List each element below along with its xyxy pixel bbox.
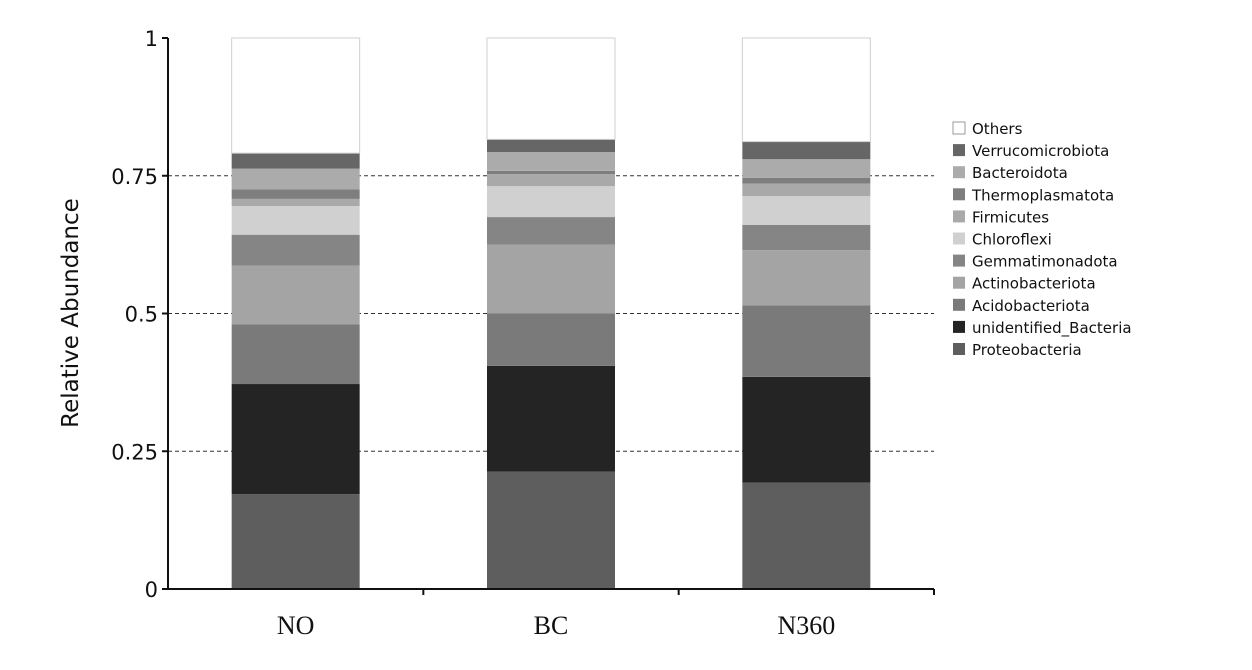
bar-segment-NO-Gemmatimonadota xyxy=(231,234,360,266)
bar-segment-BC-Proteobacteria xyxy=(487,471,615,589)
legend-label-Bacteroidota: Bacteroidota xyxy=(972,164,1068,182)
bar-segment-N360-Bacteroidota xyxy=(742,159,871,178)
x-tick-label-N360: N360 xyxy=(777,611,835,640)
bar-segment-N360-Verrucomicrobiota xyxy=(742,141,871,160)
legend-label-Verrucomicrobiota: Verrucomicrobiota xyxy=(972,142,1109,160)
bars xyxy=(231,37,871,589)
legend-swatch-Firmicutes xyxy=(953,210,965,223)
bar-segment-NO-unidentified_Bacteria xyxy=(231,384,360,495)
bar-segment-BC-Bacteroidota xyxy=(487,152,615,171)
x-ticks: NO BC N360 xyxy=(277,589,935,640)
bar-segment-N360-Actinobacteriota xyxy=(742,250,871,306)
bar-segment-BC-Gemmatimonadota xyxy=(487,217,615,245)
y-tick-label-0: 0 xyxy=(145,578,158,602)
legend-label-Gemmatimonadota: Gemmatimonadota xyxy=(972,253,1118,271)
x-tick-label-BC: BC xyxy=(534,611,569,640)
legend-label-Thermoplasmatota: Thermoplasmatota xyxy=(971,186,1114,204)
bar-segment-BC-Chloroflexi xyxy=(487,186,615,218)
x-tick-label-NO: NO xyxy=(277,611,315,640)
bar-segment-NO-Firmicutes xyxy=(231,198,360,207)
legend-swatch-Others xyxy=(952,121,966,135)
legend: Others Verrucomicrobiota Bacteroidota Therm… xyxy=(952,120,1132,359)
bar-segment-NO-Thermoplasmatota xyxy=(231,189,360,199)
legend-swatch-Gemmatimonadota xyxy=(953,254,965,267)
bar-segment-NO-Proteobacteria xyxy=(231,494,360,589)
bar-segment-BC-Verrucomicrobiota xyxy=(487,139,615,153)
bar-segment-N360-Gemmatimonadota xyxy=(742,224,871,251)
bar-segment-N360-Chloroflexi xyxy=(742,196,871,225)
legend-swatch-Chloroflexi xyxy=(953,232,965,245)
bar-segment-NO-Actinobacteriota xyxy=(231,265,360,325)
legend-swatch-Acidobacteriota xyxy=(953,298,965,311)
bar-group-N360 xyxy=(741,37,871,589)
y-ticks: 0 0.25 0.5 0.75 1 xyxy=(111,27,168,602)
bar-segment-BC-Acidobacteriota xyxy=(487,313,615,366)
legend-label-Acidobacteriota: Acidobacteriota xyxy=(972,297,1090,315)
bar-segment-NO-Verrucomicrobiota xyxy=(231,153,360,169)
legend-label-Proteobacteria: Proteobacteria xyxy=(972,341,1082,359)
bar-segment-BC-unidentified_Bacteria xyxy=(487,365,615,472)
legend-label-Firmicutes: Firmicutes xyxy=(972,208,1049,226)
y-tick-label-1: 0.25 xyxy=(111,440,158,464)
bar-segment-BC-Thermoplasmatota xyxy=(487,170,615,175)
legend-label-Chloroflexi: Chloroflexi xyxy=(972,231,1052,249)
bar-segment-N360-Thermoplasmatota xyxy=(742,177,871,184)
y-tick-label-2: 0.5 xyxy=(125,303,158,327)
y-tick-label-3: 0.75 xyxy=(111,165,158,189)
bar-group-BC xyxy=(486,37,616,589)
bar-segment-BC-Others xyxy=(486,37,616,140)
bar-group-NO xyxy=(231,37,361,589)
legend-label-Actinobacteriota: Actinobacteriota xyxy=(972,275,1096,293)
bar-segment-BC-Firmicutes xyxy=(487,174,615,187)
bar-segment-N360-Others xyxy=(741,37,871,143)
bar-segment-N360-Proteobacteria xyxy=(742,482,871,589)
bar-segment-NO-Bacteroidota xyxy=(231,168,360,190)
legend-swatch-Proteobacteria xyxy=(953,343,965,355)
bar-segment-NO-Others xyxy=(231,37,361,154)
bar-segment-N360-Firmicutes xyxy=(742,183,871,197)
legend-label-Others: Others xyxy=(972,120,1023,138)
legend-swatch-unidentified_Bacteria xyxy=(953,320,965,333)
legend-swatch-Thermoplasmatota xyxy=(953,188,965,201)
bar-segment-NO-Acidobacteriota xyxy=(231,324,360,385)
bar-segment-NO-Chloroflexi xyxy=(231,206,360,235)
legend-swatch-Verrucomicrobiota xyxy=(953,144,965,157)
legend-label-unidentified_Bacteria: unidentified_Bacteria xyxy=(972,319,1132,338)
bar-segment-N360-Acidobacteriota xyxy=(742,305,871,377)
legend-swatch-Actinobacteriota xyxy=(953,276,965,289)
legend-swatch-Bacteroidota xyxy=(953,166,965,179)
bar-segment-BC-Actinobacteriota xyxy=(487,244,615,314)
y-axis-title: Relative Abundance xyxy=(58,198,84,428)
y-tick-label-4: 1 xyxy=(145,27,158,51)
bar-segment-N360-unidentified_Bacteria xyxy=(742,376,871,483)
